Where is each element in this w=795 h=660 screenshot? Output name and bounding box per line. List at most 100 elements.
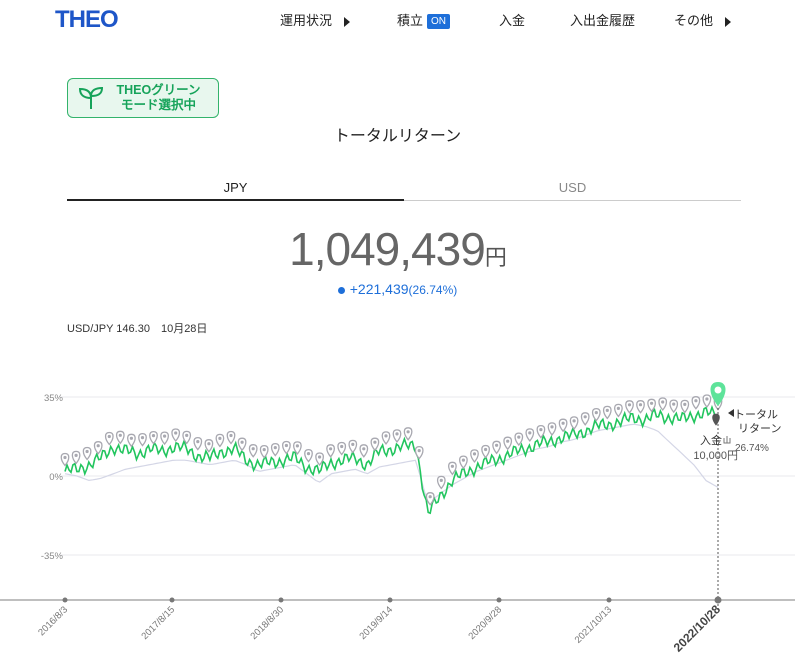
- deposit-marker-icon: [525, 428, 535, 442]
- tab-jpy[interactable]: JPY: [223, 180, 248, 195]
- x-tick-dot: [62, 597, 68, 603]
- deposit-marker-icon: [138, 432, 147, 447]
- deposit-marker-icon: [591, 407, 601, 422]
- deposit-marker-icon: [669, 399, 679, 414]
- return-dot-icon: [337, 286, 345, 294]
- deposit-marker-icon: [248, 444, 258, 458]
- x-tick-dot: [278, 597, 284, 603]
- nav-deposit[interactable]: 入金: [499, 13, 526, 28]
- deposit-marker-icon: [193, 436, 203, 451]
- tab-usd[interactable]: USD: [558, 180, 587, 195]
- deposit-marker-icon: [226, 430, 236, 445]
- deposit-marker-icon: [304, 448, 313, 463]
- deposit-marker-icon: [204, 439, 214, 453]
- y-tick-label: 0%: [49, 472, 63, 483]
- deposit-marker-icon: [470, 449, 479, 463]
- deposit-marker-icon: [625, 400, 634, 414]
- deposit-marker-icon: [282, 440, 291, 455]
- x-tick-label: 2018/8/30: [248, 604, 286, 642]
- deposit-marker-icon: [691, 396, 701, 410]
- nav-auto-invest-label: 積立: [397, 13, 424, 28]
- series-line-benchmark: [64, 423, 719, 503]
- x-tick-dot: [387, 597, 393, 603]
- chevron-right-icon: [344, 16, 351, 27]
- return-change: +221,439(26.74%): [0, 281, 795, 297]
- deposit-marker-icon: [348, 439, 358, 454]
- deposit-marker-icon: [547, 422, 557, 436]
- deposit-annotation-label: 入金: [700, 433, 722, 447]
- deposit-marker-icon: [237, 437, 247, 452]
- deposit-marker-icon: [414, 445, 424, 460]
- tab-active-indicator: [67, 199, 404, 201]
- theo-logo[interactable]: THEO: [55, 6, 119, 33]
- status-badge: ON: [427, 14, 451, 30]
- deposit-marker-icon: [647, 398, 656, 413]
- deposit-marker-icon: [160, 431, 169, 446]
- deposit-marker-icon: [127, 433, 136, 448]
- deposit-marker-icon: [536, 424, 546, 439]
- deposit-marker-icon: [259, 444, 269, 459]
- x-tick-label: 2021/10/13: [573, 604, 614, 645]
- return-amount: +221,439: [349, 281, 409, 297]
- nav-others-label: その他: [674, 13, 714, 28]
- pointer-left-icon: [728, 409, 734, 417]
- x-tick-dot: [606, 597, 612, 603]
- x-tick-label: 2017/8/15: [139, 604, 177, 642]
- deposit-marker-icon: [448, 461, 457, 476]
- nav-others[interactable]: その他: [674, 10, 732, 29]
- deposit-marker-icon: [514, 432, 524, 447]
- x-tick-label: 2020/9/28: [466, 604, 504, 642]
- x-tick-label: 2019/9/14: [357, 604, 395, 642]
- deposit-marker-icon: [381, 431, 391, 445]
- deposit-marker-icon: [425, 492, 435, 506]
- deposit-marker-icon: [558, 418, 568, 433]
- nav-performance-label: 運用状況: [280, 13, 333, 28]
- x-tick-dot: [496, 597, 502, 603]
- return-annotation-label: リターン: [738, 422, 781, 435]
- deposit-icon: [723, 436, 731, 444]
- deposit-marker-icon: [93, 441, 103, 455]
- x-tick-dot: [169, 597, 175, 603]
- return-percent: (26.74%): [408, 283, 458, 297]
- deposit-marker-icon: [702, 394, 712, 409]
- deposit-marker-icon: [149, 430, 158, 445]
- deposit-marker-icon: [182, 430, 192, 445]
- return-chart[interactable]: 35% 0% -35% トータル リターン 26.74% 入金 10,000円 2016/8…: [0, 380, 795, 655]
- deposit-marker-icon: [436, 475, 446, 490]
- chart-svg: 35% 0% -35% トータルリターン 26.74% 入金 10,000円 2016/8…: [0, 382, 795, 655]
- deposit-marker-icon: [359, 444, 369, 458]
- deposit-annotation-amount: 10,000円: [693, 450, 738, 462]
- y-tick-label: -35%: [41, 551, 64, 562]
- deposit-marker-icon: [270, 442, 280, 457]
- deposit-marker-icon: [481, 444, 490, 459]
- green-mode-badge[interactable]: THEOグリーン モード選択中: [67, 78, 219, 118]
- x-tick-label: 2016/8/3: [36, 604, 70, 638]
- deposit-marker-icon: [636, 400, 645, 414]
- fx-rate: USD/JPY 146.30 10月28日: [67, 323, 208, 335]
- deposit-marker-icon: [171, 428, 181, 443]
- leaf-icon: [78, 86, 104, 109]
- deposit-marker-icon: [60, 452, 70, 467]
- deposit-marker-icon: [115, 430, 125, 445]
- deposit-marker-icon: [370, 437, 380, 452]
- deposit-marker-icon: [104, 431, 114, 446]
- deposit-marker-icon: [326, 444, 335, 458]
- deposit-marker-icon: [82, 446, 92, 461]
- current-return-pin-icon: [710, 382, 726, 406]
- series-line-return: [64, 404, 719, 515]
- deposit-marker-icon: [403, 427, 413, 441]
- x-tick-label: 2022/10/28: [671, 602, 724, 655]
- deposit-marker-icon: [569, 416, 579, 430]
- nav-auto-invest[interactable]: 積立 ON: [397, 10, 451, 30]
- tab-divider: [67, 200, 741, 201]
- deposit-marker-icon: [392, 429, 402, 443]
- deposit-marker-icon: [71, 450, 81, 465]
- deposit-marker-icon: [658, 397, 668, 412]
- deposit-marker-icon: [680, 399, 690, 414]
- deposit-marker-icon: [337, 441, 347, 456]
- green-mode-line2: モード選択中: [120, 98, 196, 112]
- deposit-marker-icon: [293, 441, 302, 455]
- nav-history[interactable]: 入出金履歴: [570, 13, 636, 28]
- nav-performance[interactable]: 運用状況: [280, 10, 351, 29]
- deposit-marker-icon: [614, 403, 623, 418]
